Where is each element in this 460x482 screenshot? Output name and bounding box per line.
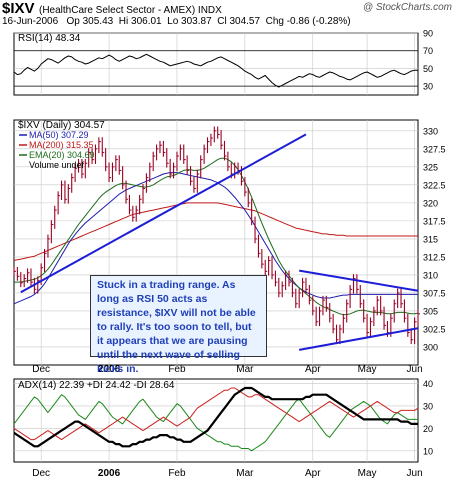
volume-label: Volume undef (29, 160, 85, 170)
chart-header: $IXV (HealthCare Select Sector - AMEX) I… (2, 0, 222, 18)
month-label-bottom: Feb (168, 468, 186, 479)
month-label: Mar (236, 364, 254, 375)
legend-label: MA(50) 307.29 (29, 130, 89, 140)
month-label: Jun (407, 364, 423, 375)
price-tick-label: 327.5 (423, 144, 446, 154)
rsi-tick-label: 90 (423, 29, 433, 39)
legend-label: EMA(20) 304.69 (29, 150, 95, 160)
price-tick-label: 330 (423, 126, 438, 136)
month-label-bottom: Dec (32, 468, 50, 479)
adx-tick-label: 40 (423, 379, 433, 389)
price-legend-title: $IXV (Daily) 304.57 (18, 120, 105, 131)
annotation-box: Stuck in a trading range. As long as RSI… (90, 275, 267, 375)
rsi-tick-label: 30 (423, 82, 433, 92)
month-label-bottom: 2006 (98, 468, 121, 479)
rsi-line (13, 53, 418, 88)
month-label-bottom: Jun (407, 468, 423, 479)
legend-label: MA(200) 315.35 (29, 140, 94, 150)
adx-tick-label: 20 (423, 424, 433, 434)
low-value: Lo 303.87 (167, 16, 212, 27)
month-label: May (358, 364, 377, 375)
price-tick-label: 320 (423, 198, 438, 208)
ma50-line (13, 172, 418, 305)
month-label: Apr (305, 364, 321, 375)
open-value: Op 305.43 (66, 16, 114, 27)
adx-frame (13, 378, 419, 463)
month-label-bottom: Mar (236, 468, 254, 479)
adx-tick-label: 30 (423, 401, 433, 411)
price-stats: 16-Jun-2006 Op 305.43 Hi 306.01 Lo 303.8… (2, 16, 351, 27)
adx-tick-label: 10 (423, 446, 433, 456)
price-tick-label: 322.5 (423, 180, 446, 190)
trendline (299, 269, 419, 292)
price-frame (13, 119, 419, 366)
adx-line (13, 386, 418, 448)
month-label: 2006 (98, 364, 121, 375)
month-label: Feb (168, 364, 186, 375)
security-name: (HealthCare Select Sector - AMEX) INDX (38, 5, 222, 16)
close-value: Cl 304.57 (217, 16, 261, 27)
date: 16-Jun-2006 (2, 16, 59, 27)
ema20-line (14, 157, 419, 316)
symbol: $IXV (2, 0, 35, 17)
rsi-tick-label: 70 (423, 46, 433, 56)
ma200-line (13, 202, 418, 261)
month-label-bottom: Apr (305, 468, 321, 479)
adx-title: ADX(14) 22.39 +DI 24.42 -DI 28.64 (18, 380, 175, 391)
month-label-bottom: May (358, 468, 377, 479)
price-tick-label: 307.5 (423, 288, 446, 298)
high-value: Hi 306.01 (118, 16, 162, 27)
price-tick-label: 305 (423, 306, 438, 316)
month-label: Dec (32, 364, 50, 375)
price-tick-label: 300 (423, 342, 438, 352)
trendline (20, 133, 307, 294)
price-tick-label: 315 (423, 234, 438, 244)
change-value: Chg -0.86 (-0.28%) (265, 16, 351, 27)
price-tick-label: 317.5 (423, 216, 446, 226)
price-tick-label: 325 (423, 162, 438, 172)
price-tick-label: 312.5 (423, 252, 446, 262)
price-tick-label: 302.5 (423, 324, 446, 334)
price-tick-label: 310 (423, 270, 438, 280)
minus-di-line (13, 387, 419, 441)
source-credit: @ StockCharts.com (362, 2, 452, 13)
rsi-title: RSI(14) 48.34 (18, 33, 81, 44)
trendline (298, 327, 419, 351)
rsi-tick-label: 50 (423, 64, 433, 74)
